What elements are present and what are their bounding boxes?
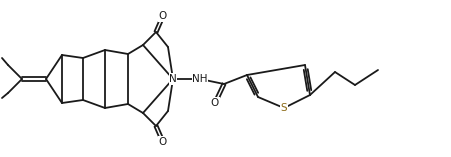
Text: NH: NH bbox=[192, 74, 207, 84]
Text: O: O bbox=[211, 98, 219, 108]
Text: O: O bbox=[158, 11, 167, 21]
Text: S: S bbox=[280, 103, 287, 113]
Text: O: O bbox=[158, 137, 167, 147]
Text: N: N bbox=[169, 74, 176, 84]
